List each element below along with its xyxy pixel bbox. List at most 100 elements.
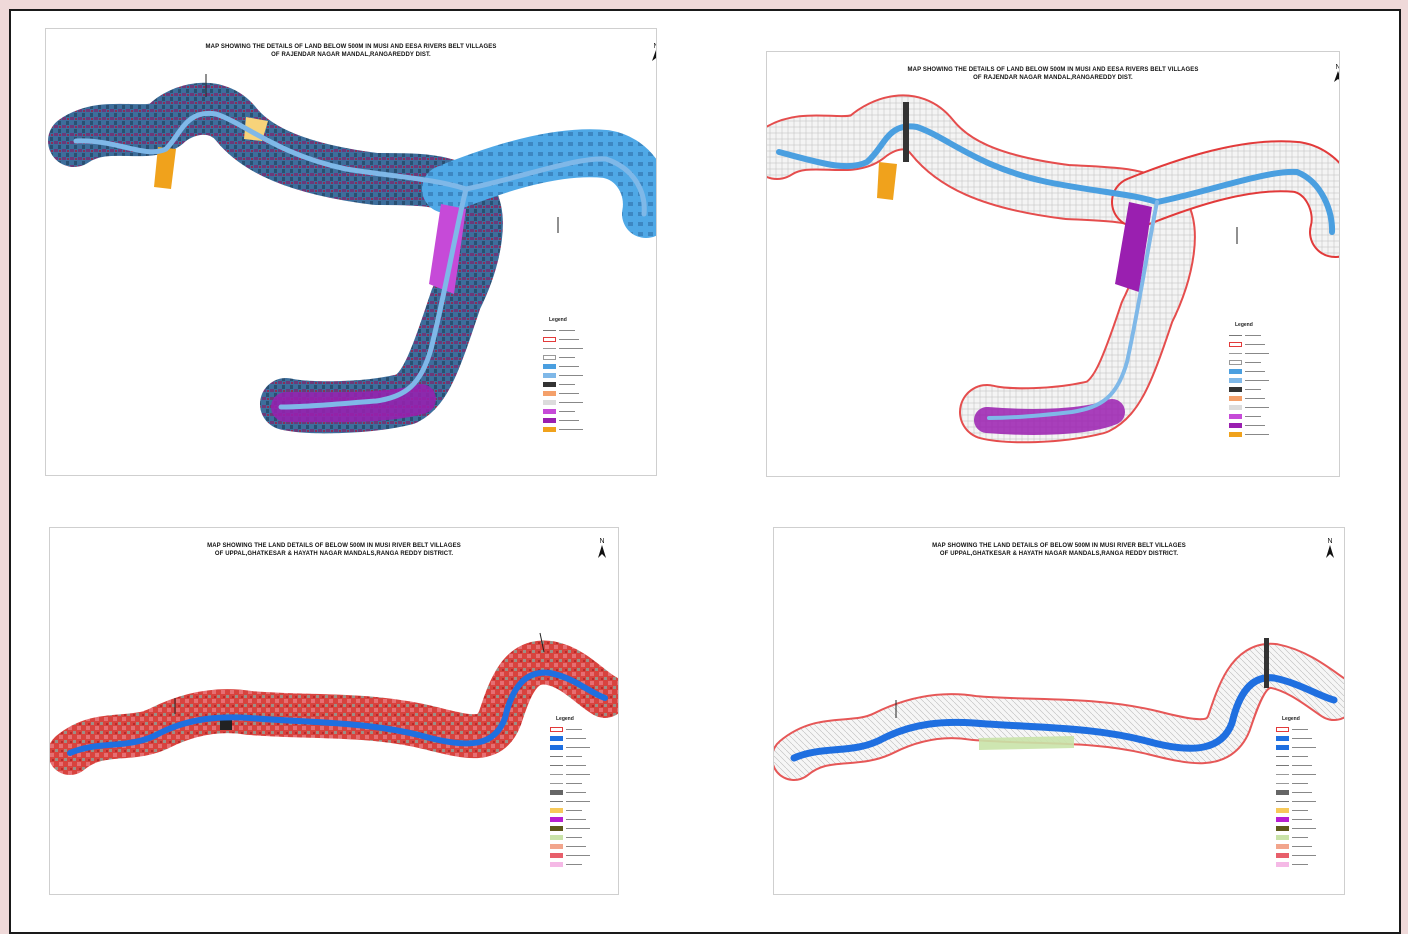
legend-label-placeholder: [1292, 791, 1312, 794]
legend-item: [550, 752, 590, 761]
legend-label-placeholder: [566, 809, 582, 812]
legend-swatch: [1276, 727, 1289, 732]
legend-label-placeholder: [1245, 415, 1261, 418]
legend-swatch: [543, 337, 556, 342]
legend-item: [543, 362, 583, 371]
map-title-line2: OF UPPAL,GHATKESAR & HAYATH NAGAR MANDAL…: [939, 551, 1179, 557]
legend-item: [550, 770, 590, 779]
river-line: [790, 674, 1338, 762]
legend-label-placeholder: [1292, 773, 1316, 776]
legend-swatch: [1276, 862, 1289, 867]
north-arrow-icon: N: [650, 43, 656, 64]
legend-swatch: [543, 348, 556, 349]
legend-item: [1229, 385, 1269, 394]
legend-item: [550, 761, 590, 770]
legend-label-placeholder: [1245, 361, 1261, 364]
legend-item: [550, 824, 590, 833]
legend-label-placeholder: [1245, 370, 1265, 373]
legend-item: [550, 725, 590, 734]
legend-label-placeholder: [566, 782, 582, 785]
legend-item: [543, 326, 583, 335]
legend-swatch: [550, 774, 563, 775]
legend-swatch: [1276, 756, 1289, 757]
legend-swatch: [1276, 844, 1289, 849]
legend-item: [1276, 860, 1316, 869]
legend-label-placeholder: [1245, 334, 1261, 337]
legend-label-placeholder: [559, 365, 579, 368]
map-panel-rajendar-outline: MAP SHOWING THE DETAILS OF LAND BELOW 50…: [766, 51, 1340, 477]
legend-item: [550, 815, 590, 824]
legend-swatch: [543, 373, 556, 378]
legend-item: [1276, 833, 1316, 842]
legend-label-placeholder: [559, 356, 575, 359]
legend-label-placeholder: [1245, 343, 1265, 346]
legend-label-placeholder: [559, 419, 579, 422]
legend-swatch: [550, 801, 563, 802]
map-panel-rajendar-satellite: MAP SHOWING THE DETAILS OF LAND BELOW 50…: [45, 28, 657, 476]
legend-item: [550, 842, 590, 851]
legend-swatch: [543, 391, 556, 396]
legend-item: [1229, 403, 1269, 412]
legend-label-placeholder: [566, 818, 586, 821]
river-belt-map: [50, 632, 618, 775]
legend-swatch: [550, 817, 563, 822]
river-belt-map: [767, 94, 1339, 444]
map-legend: Legend: [1276, 716, 1316, 869]
map-title-line1: MAP SHOWING THE LAND DETAILS OF BELOW 50…: [207, 543, 461, 549]
legend-item: [543, 416, 583, 425]
legend-swatch: [550, 844, 563, 849]
legend-item: [543, 389, 583, 398]
legend-item: [1276, 815, 1316, 824]
legend-label-placeholder: [566, 827, 590, 830]
legend-label-placeholder: [566, 791, 586, 794]
legend-label-placeholder: [566, 737, 586, 740]
river-line: [73, 110, 647, 217]
legend-swatch: [1229, 405, 1242, 410]
legend-item: [550, 788, 590, 797]
legend-item: [1229, 367, 1269, 376]
legend-label-placeholder: [559, 383, 575, 386]
legend-item: [1276, 842, 1316, 851]
legend-swatch: [550, 862, 563, 867]
legend-swatch: [1276, 835, 1289, 840]
legend-item: [543, 380, 583, 389]
legend-label-placeholder: [559, 347, 583, 350]
legend-item: [1229, 412, 1269, 421]
legend-item: [1229, 394, 1269, 403]
legend-label-placeholder: [1292, 746, 1316, 749]
legend-swatch: [543, 427, 556, 432]
legend-item: [550, 851, 590, 860]
legend-label-placeholder: [566, 845, 586, 848]
legend-swatch: [550, 790, 563, 795]
legend-swatch: [550, 826, 563, 831]
map-legend: Legend: [550, 716, 590, 869]
legend-label-placeholder: [566, 773, 590, 776]
river-line: [776, 123, 1336, 235]
map-legend: Legend: [1229, 322, 1269, 439]
legend-item: [543, 425, 583, 434]
legend-label-placeholder: [566, 746, 590, 749]
legend-label-placeholder: [1245, 424, 1265, 427]
legend-label-placeholder: [1292, 863, 1308, 866]
legend-swatch: [1229, 387, 1242, 392]
legend-item: [550, 833, 590, 842]
north-arrow-icon: N: [596, 538, 608, 561]
legend-swatch: [550, 808, 563, 813]
legend-label-placeholder: [559, 374, 583, 377]
legend-item: [543, 371, 583, 380]
legend-swatch: [550, 745, 563, 750]
legend-swatch: [550, 756, 563, 757]
legend-swatch: [550, 783, 563, 784]
legend-label-placeholder: [1245, 406, 1269, 409]
legend-label-placeholder: [559, 392, 579, 395]
legend-label-placeholder: [559, 410, 575, 413]
legend-swatch: [1229, 396, 1242, 401]
legend-label-placeholder: [1292, 728, 1308, 731]
legend-swatch: [1276, 765, 1289, 766]
legend-label-placeholder: [1292, 809, 1308, 812]
legend-label-placeholder: [1292, 764, 1312, 767]
map-sheet: MAP SHOWING THE DETAILS OF LAND BELOW 50…: [9, 9, 1401, 934]
map-title-line2: OF RAJENDAR NAGAR MANDAL,RANGAREDDY DIST…: [271, 52, 431, 58]
legend-swatch: [550, 736, 563, 741]
legend-label-placeholder: [1292, 737, 1312, 740]
